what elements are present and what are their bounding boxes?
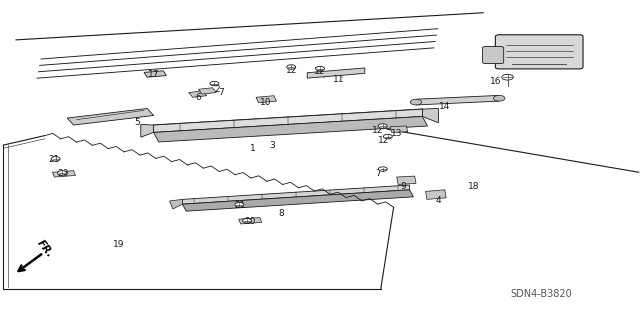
Polygon shape: [141, 124, 154, 137]
Text: 19: 19: [113, 240, 124, 249]
Text: 7: 7: [375, 169, 380, 178]
Polygon shape: [144, 71, 166, 77]
Text: 9: 9: [401, 182, 406, 191]
Circle shape: [502, 74, 513, 80]
Text: FR.: FR.: [35, 238, 55, 259]
Text: 3: 3: [269, 141, 275, 150]
Text: 7: 7: [218, 88, 223, 97]
Text: 12: 12: [285, 66, 297, 75]
Polygon shape: [182, 190, 413, 211]
Text: 10: 10: [260, 98, 271, 107]
Circle shape: [383, 134, 392, 139]
Text: 12: 12: [314, 67, 326, 76]
Text: 20: 20: [57, 169, 68, 178]
Circle shape: [378, 167, 387, 171]
Text: 12: 12: [372, 126, 383, 135]
Circle shape: [410, 99, 422, 105]
Text: 5: 5: [135, 118, 140, 127]
Circle shape: [58, 171, 67, 175]
Polygon shape: [154, 116, 428, 142]
Text: 14: 14: [439, 102, 451, 111]
Circle shape: [210, 81, 219, 86]
Circle shape: [316, 66, 324, 71]
Polygon shape: [390, 126, 408, 132]
Text: 20: 20: [244, 217, 255, 226]
Text: 15: 15: [503, 37, 515, 46]
Text: 21: 21: [49, 155, 60, 164]
Circle shape: [51, 157, 60, 161]
Text: 11: 11: [333, 75, 345, 84]
Circle shape: [287, 65, 296, 69]
Circle shape: [243, 219, 252, 223]
Polygon shape: [416, 95, 499, 105]
Polygon shape: [198, 88, 216, 94]
Polygon shape: [239, 218, 262, 224]
Text: 2: 2: [215, 85, 220, 94]
Text: 4: 4: [436, 197, 441, 205]
Text: 8: 8: [279, 209, 284, 218]
Text: 1: 1: [250, 144, 255, 153]
Circle shape: [493, 95, 505, 101]
Polygon shape: [426, 190, 446, 199]
Polygon shape: [256, 96, 276, 103]
Text: 18: 18: [468, 182, 479, 191]
Text: SDN4-B3820: SDN4-B3820: [510, 289, 572, 299]
Polygon shape: [170, 199, 182, 209]
Polygon shape: [154, 109, 422, 132]
Text: 12: 12: [378, 136, 390, 145]
Text: 21: 21: [234, 201, 246, 210]
Polygon shape: [67, 108, 154, 125]
Circle shape: [235, 203, 244, 207]
Polygon shape: [397, 176, 416, 184]
Polygon shape: [422, 108, 438, 123]
Polygon shape: [52, 171, 76, 177]
Polygon shape: [189, 91, 207, 97]
FancyBboxPatch shape: [495, 35, 583, 69]
Polygon shape: [182, 185, 410, 204]
Circle shape: [378, 124, 387, 128]
Text: 6: 6: [196, 93, 201, 102]
Text: 17: 17: [148, 70, 159, 79]
FancyBboxPatch shape: [483, 47, 504, 63]
Text: 16: 16: [490, 77, 502, 86]
Polygon shape: [307, 68, 365, 78]
Text: 13: 13: [391, 130, 403, 138]
